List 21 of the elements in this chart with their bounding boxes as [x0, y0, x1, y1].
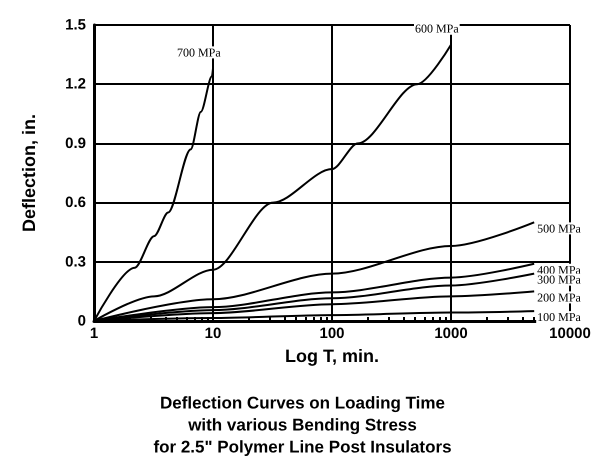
y-tick-label: 0.6	[65, 194, 86, 212]
series-label: 200 MPa	[537, 290, 582, 304]
series-label: 100 MPa	[537, 310, 582, 324]
series-label: 600 MPa	[415, 22, 460, 36]
x-tick-label: 1000	[434, 325, 468, 342]
x-tick-label: 1	[90, 325, 98, 342]
x-tick-label: 10000	[549, 325, 591, 342]
text: Deflection Curves on Loading Time with various Bending Stress for 2.5" Polymer Line Post Insulators	[153, 394, 452, 456]
x-tick-label: 10	[204, 325, 222, 342]
y-tick-label: 1.2	[65, 76, 86, 93]
y-tick-label: 1.5	[65, 16, 86, 34]
x-tick-label: 100	[319, 325, 345, 342]
series-label: 500 MPa	[537, 221, 582, 236]
y-tick-label: 0.3	[65, 253, 86, 270]
series-label: 700 MPa	[177, 45, 222, 60]
series-label: 300 MPa	[537, 272, 582, 287]
y-tick-label: 0.9	[65, 134, 86, 152]
x-axis-title: Log T, min.	[285, 346, 379, 366]
series-label: 400 MPa	[537, 262, 582, 277]
y-axis-title: Deflection, in.	[19, 114, 39, 232]
y-tick-label: 0	[78, 312, 86, 330]
